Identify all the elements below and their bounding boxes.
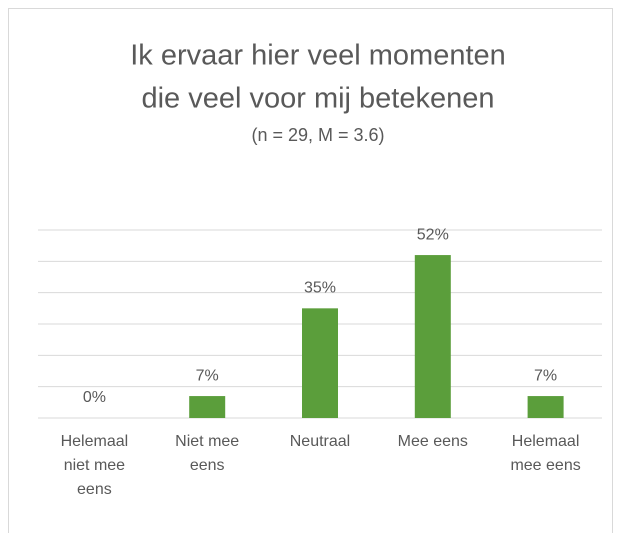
data-label: 52% bbox=[417, 226, 449, 243]
chart-border bbox=[8, 8, 613, 533]
bar bbox=[302, 308, 338, 418]
chart-title: Ik ervaar hier veel momenten bbox=[130, 40, 506, 72]
data-label: 7% bbox=[534, 367, 557, 384]
chart-title: die veel voor mij betekenen bbox=[141, 83, 494, 115]
chart-subtitle: (n = 29, M = 3.6) bbox=[251, 125, 384, 145]
bar bbox=[189, 396, 226, 418]
data-label: 0% bbox=[83, 389, 106, 406]
bar bbox=[414, 255, 451, 418]
x-tick-label: Niet mee eens bbox=[175, 433, 240, 474]
data-label: 35% bbox=[304, 280, 336, 297]
x-tick-label: Mee eens bbox=[397, 433, 468, 450]
x-tick-label: Neutraal bbox=[289, 433, 351, 450]
data-label: 7% bbox=[196, 367, 219, 384]
x-tick-label: Helemaal niet mee eens bbox=[60, 433, 129, 498]
x-tick-label: Helemaal mee eens bbox=[510, 433, 581, 474]
bar bbox=[527, 396, 564, 418]
